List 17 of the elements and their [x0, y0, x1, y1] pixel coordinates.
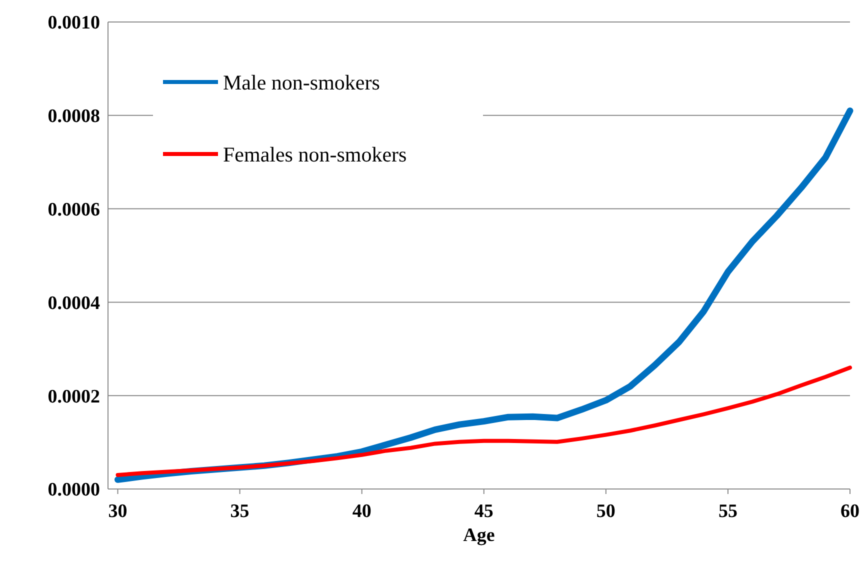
x-tick-label: 35 [230, 501, 250, 522]
x-axis-title: Age [463, 525, 495, 546]
x-tick-label: 45 [474, 501, 494, 522]
y-tick-label: 0.0006 [48, 199, 100, 220]
line-series [116, 366, 852, 477]
y-tick-label: 0.0008 [48, 106, 100, 128]
y-tick-label: 0.0002 [48, 386, 100, 408]
x-tick-label: 60 [840, 501, 860, 522]
legend-label: Male non-smokers [223, 70, 380, 94]
y-tick-label: 0.0000 [48, 480, 100, 501]
x-tick-label: 30 [108, 501, 128, 522]
x-tick-label: 55 [718, 501, 738, 522]
y-tick-label: 0.0004 [48, 292, 100, 314]
y-tick-label: 0.0010 [48, 12, 100, 34]
x-tick-label: 50 [596, 501, 616, 522]
legend-label: Females non-smokers [223, 142, 407, 166]
x-tick-label: 40 [352, 501, 372, 522]
